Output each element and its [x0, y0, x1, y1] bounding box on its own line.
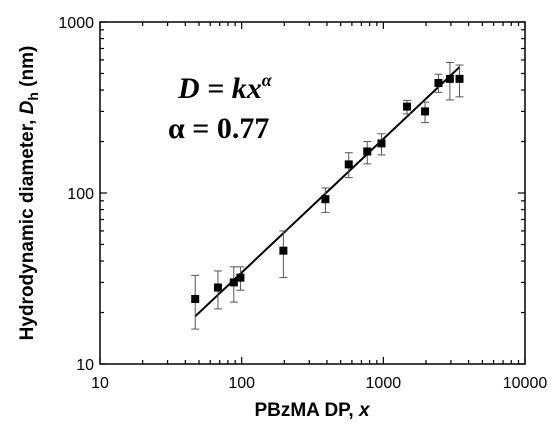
data-point [213, 283, 222, 292]
equation-text: D = kx [177, 72, 262, 105]
x-tick-label: 10000 [503, 375, 548, 392]
y-axis-label: Hydrodynamic diameter, Dh (nm) [17, 46, 41, 341]
x-tick-label: 1000 [366, 375, 402, 392]
data-point [321, 195, 330, 204]
data-points [191, 74, 464, 303]
data-point [363, 147, 372, 156]
data-point [229, 278, 238, 287]
data-point [236, 273, 245, 282]
equation-power-law: D = kxα [177, 70, 273, 105]
tick-labels: 10 100 1000 10000 10 100 1000 [58, 15, 547, 392]
data-point [279, 246, 288, 255]
data-point [455, 74, 464, 83]
data-point [191, 294, 200, 303]
y-tick-label: 1000 [58, 15, 94, 32]
plot-frame [99, 21, 526, 365]
data-point [403, 102, 412, 111]
axis-ticks [99, 21, 526, 365]
data-point [344, 160, 353, 169]
data-point [377, 139, 386, 148]
x-axis-label: PBzMA DP, x [254, 400, 371, 421]
equation-alpha: α = 0.77 [168, 112, 269, 145]
data-point [421, 107, 430, 116]
data-point [445, 74, 454, 83]
y-tick-label: 100 [67, 186, 94, 203]
y-tick-label: 10 [76, 357, 94, 374]
x-tick-label: 10 [91, 375, 109, 392]
equation-exponent: α [262, 70, 273, 90]
x-tick-label: 100 [228, 375, 255, 392]
data-point [434, 78, 443, 87]
